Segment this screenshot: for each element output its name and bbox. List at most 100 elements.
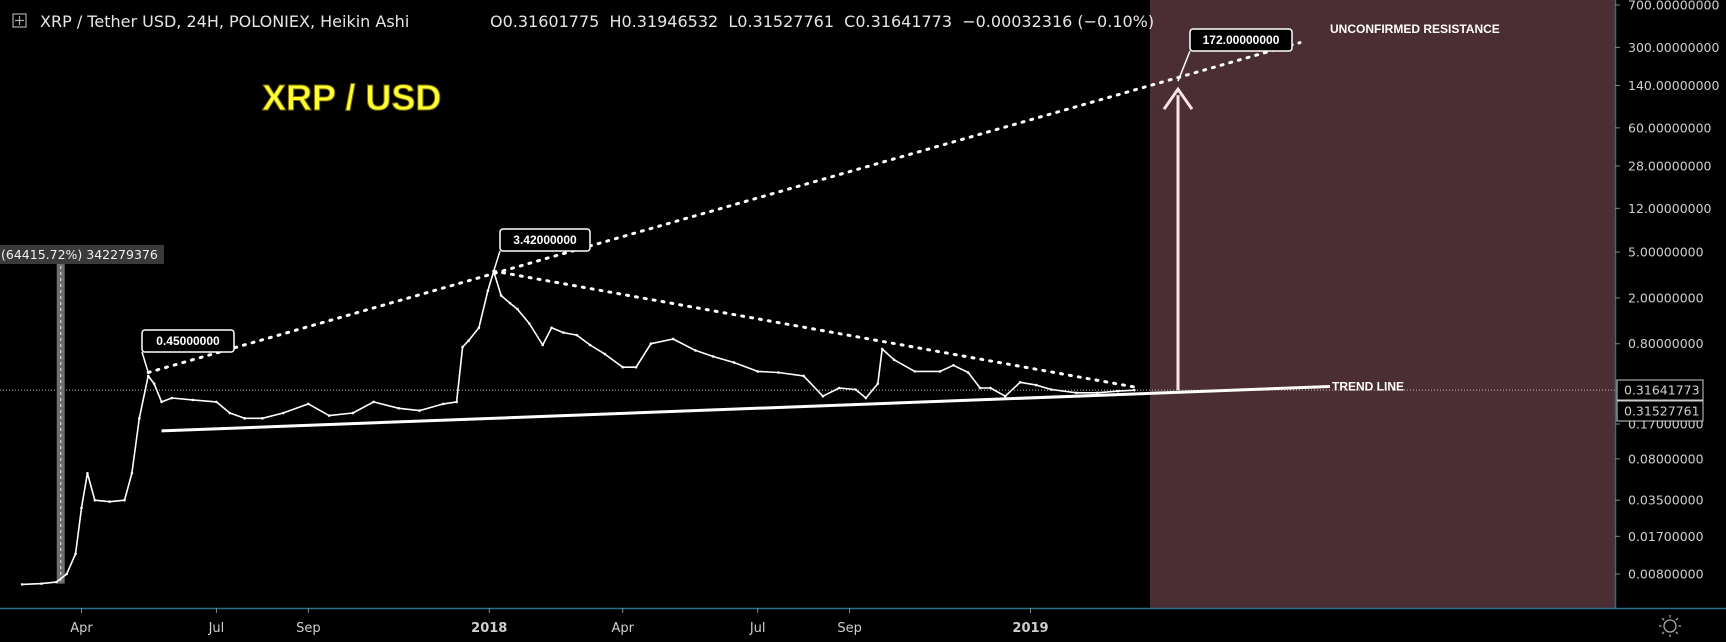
price-point (550, 326, 553, 330)
price-point (732, 361, 736, 364)
price-point (170, 396, 174, 400)
x-tick-label: 2018 (471, 621, 507, 636)
x-tick-label: Sep (837, 621, 862, 636)
x-tick-label: Jul (208, 621, 225, 636)
price-point (372, 400, 375, 404)
measure-label-text: (64415.72%) 342279376 (1, 247, 158, 262)
price-point (938, 370, 942, 373)
callout-box (1189, 28, 1293, 52)
price-series-line (22, 270, 1135, 586)
price-point (1035, 383, 1038, 387)
price-point (477, 326, 481, 330)
price-point (516, 307, 519, 311)
projection-arrow-head (1162, 86, 1194, 111)
trend-line-label: TREND LINE (1332, 380, 1404, 394)
price-point (621, 365, 625, 369)
symbol-title: XRP / Tether USD, 24H, POLONIEX, Heikin … (40, 12, 409, 31)
x-axis[interactable]: Apr Jul Sep 2018 Apr Jul Sep 2019 (70, 608, 1049, 636)
trend-line (161, 385, 1331, 433)
y-tick-label: 0.03500000 (1628, 493, 1704, 508)
unconfirmed-resistance-label: UNCONFIRMED RESISTANCE (1330, 22, 1500, 36)
y-tick-label: 2.00000000 (1628, 290, 1704, 305)
ohlc-readout: O0.31601775 H0.31946532 L0.31527761 C0.3… (490, 12, 1154, 31)
price-point (93, 498, 97, 502)
price-label-box (1616, 400, 1704, 422)
price-point (243, 417, 246, 420)
price-point (880, 347, 884, 351)
price-point (989, 386, 992, 390)
projection-zone (1150, 0, 1615, 608)
price-point (634, 365, 638, 369)
sun-settings-icon[interactable] (1659, 615, 1681, 637)
price-point (978, 386, 982, 390)
price-point (528, 322, 531, 325)
price-point (191, 398, 195, 402)
callout-label: 172.00000000 (1203, 33, 1280, 47)
x-tick-label: Jul (749, 621, 766, 636)
callout-pointer (1177, 50, 1191, 82)
unconfirmed-resistance-line (146, 41, 1302, 374)
callout-pointer (493, 250, 501, 272)
price-label-box (1616, 379, 1704, 401)
price-label-text: 0.31641773 (1624, 383, 1700, 398)
price-point (215, 400, 218, 404)
price-point (86, 471, 89, 475)
price-point (575, 333, 579, 337)
price-point (1018, 380, 1022, 384)
callout-box (141, 329, 235, 353)
price-point (837, 386, 841, 390)
price-label-text: 0.31527761 (1624, 404, 1700, 419)
price-point (467, 339, 470, 342)
price-point (123, 498, 126, 502)
price-point (108, 500, 111, 503)
y-tick-label: 0.08000000 (1628, 451, 1704, 466)
price-point (228, 411, 232, 415)
price-point (152, 382, 156, 385)
price-point (307, 402, 310, 406)
descending-resistance (492, 269, 1142, 390)
expand-square-icon[interactable] (12, 13, 27, 28)
y-tick-label: 0.01700000 (1628, 529, 1704, 544)
price-point (261, 417, 264, 420)
x-tick-label: Apr (70, 621, 93, 636)
price-point (588, 343, 592, 347)
price-point (649, 342, 653, 346)
price-point (1049, 388, 1053, 391)
price-point (854, 388, 857, 391)
price-point (562, 331, 565, 334)
y-tick-label: 140.00000000 (1628, 78, 1720, 93)
price-point (327, 414, 331, 417)
price-point (541, 343, 544, 347)
price-point (508, 301, 512, 305)
price-point (711, 355, 715, 358)
price-point (281, 411, 285, 415)
price-point (603, 352, 607, 356)
chart-header: XRP / Tether USD, 24H, POLONIEX, Heikin … (12, 12, 1154, 31)
price-point (54, 580, 58, 584)
price-point (952, 363, 955, 367)
price-point (864, 396, 868, 400)
price-point (146, 374, 150, 378)
measure-label: (64415.72%) 342279376 (0, 245, 164, 264)
price-point (1004, 394, 1007, 398)
price-point (351, 411, 355, 415)
price-point (802, 374, 805, 378)
price-point (160, 400, 163, 404)
price-point (499, 294, 503, 297)
price-point (486, 289, 490, 293)
price-point (821, 394, 825, 398)
price-point (455, 400, 458, 404)
price-labels: 0.31641773 0.31527761 (1616, 379, 1704, 422)
callout-label: 0.45000000 (156, 334, 220, 348)
price-point (397, 406, 401, 410)
y-tick-label: 5.00000000 (1628, 245, 1704, 260)
chart-title: XRP / USD (262, 77, 441, 118)
price-point (1075, 391, 1078, 395)
x-tick-label: Sep (296, 621, 321, 636)
callout-box (499, 228, 591, 252)
price-point (777, 371, 780, 374)
price-point (1133, 388, 1136, 392)
price-point (966, 371, 970, 374)
price-point (1116, 389, 1120, 393)
